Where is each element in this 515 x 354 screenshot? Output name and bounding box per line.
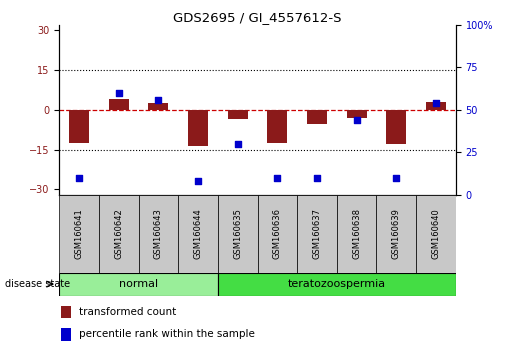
Text: disease state: disease state bbox=[5, 279, 70, 289]
Text: GSM160641: GSM160641 bbox=[75, 208, 83, 259]
Bar bbox=[69, 110, 89, 143]
Text: GSM160637: GSM160637 bbox=[313, 208, 321, 259]
Bar bbox=[218, 195, 258, 273]
Text: GSM160639: GSM160639 bbox=[392, 208, 401, 259]
Bar bbox=[61, 306, 71, 319]
Bar bbox=[416, 195, 456, 273]
Text: GSM160636: GSM160636 bbox=[273, 208, 282, 259]
Text: GSM160644: GSM160644 bbox=[194, 208, 202, 259]
Bar bbox=[148, 103, 168, 110]
Text: GSM160643: GSM160643 bbox=[154, 208, 163, 259]
Text: GSM160638: GSM160638 bbox=[352, 208, 361, 259]
Bar bbox=[426, 102, 446, 110]
Point bbox=[352, 117, 360, 123]
Bar bbox=[218, 273, 456, 296]
Bar bbox=[347, 110, 367, 118]
Text: GSM160635: GSM160635 bbox=[233, 208, 242, 259]
Bar bbox=[99, 195, 139, 273]
Bar bbox=[59, 273, 218, 296]
Point bbox=[75, 175, 83, 181]
Text: teratozoospermia: teratozoospermia bbox=[288, 279, 386, 289]
Point bbox=[432, 100, 440, 106]
Bar bbox=[337, 195, 376, 273]
Text: percentile rank within the sample: percentile rank within the sample bbox=[79, 329, 254, 339]
Point bbox=[392, 175, 401, 181]
Point bbox=[154, 97, 163, 102]
Text: normal: normal bbox=[119, 279, 158, 289]
Bar bbox=[178, 195, 218, 273]
Point bbox=[114, 90, 123, 96]
Bar bbox=[109, 99, 129, 110]
Bar bbox=[258, 195, 297, 273]
Bar bbox=[376, 195, 416, 273]
Bar bbox=[297, 195, 337, 273]
Point bbox=[273, 175, 281, 181]
Bar bbox=[386, 110, 406, 144]
Bar bbox=[139, 195, 178, 273]
Text: GSM160642: GSM160642 bbox=[114, 208, 123, 259]
Text: GSM160640: GSM160640 bbox=[432, 208, 440, 259]
Bar bbox=[307, 110, 327, 124]
Point bbox=[194, 178, 202, 184]
Title: GDS2695 / GI_4557612-S: GDS2695 / GI_4557612-S bbox=[173, 11, 342, 24]
Point bbox=[234, 141, 242, 147]
Point bbox=[313, 175, 321, 181]
Bar bbox=[61, 328, 71, 341]
Bar bbox=[59, 195, 99, 273]
Bar bbox=[188, 110, 208, 145]
Bar bbox=[228, 110, 248, 119]
Bar bbox=[267, 110, 287, 143]
Text: transformed count: transformed count bbox=[79, 307, 176, 317]
